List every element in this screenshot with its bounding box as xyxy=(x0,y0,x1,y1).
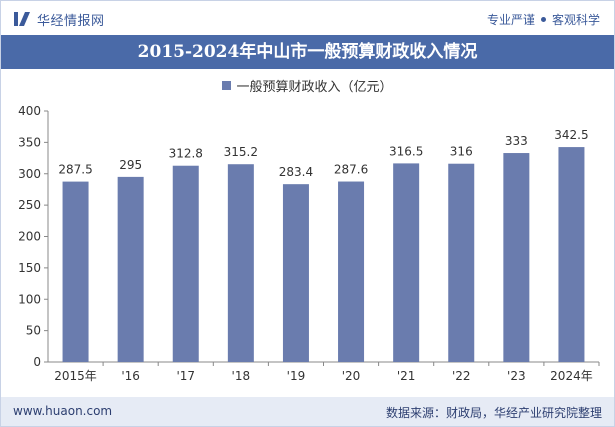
brand[interactable]: 华经情报网 xyxy=(13,10,105,29)
tagline: 专业严谨 客观科学 xyxy=(487,11,600,28)
y-tick-label: 400 xyxy=(18,104,41,118)
legend: 一般预算财政收入（亿元） xyxy=(1,76,614,95)
y-tick-label: 250 xyxy=(18,198,41,212)
x-tick-label: '22 xyxy=(452,369,471,383)
x-tick-label: '20 xyxy=(342,369,361,383)
footer: www.huaon.com 数据来源：财政局，华经产业研究院整理 xyxy=(1,397,614,426)
bar-chart: 0 50 100 150 200 250 300 350 400 2015年 '16 '17 '18 '1… xyxy=(18,104,600,383)
tagline-right: 客观科学 xyxy=(551,13,600,27)
top-bar: 华经情报网 专业严谨 客观科学 xyxy=(1,1,614,35)
y-tick-label: 0 xyxy=(33,355,41,369)
bar-value-label: 316 xyxy=(450,145,473,159)
x-tick-label: '21 xyxy=(397,369,416,383)
x-tick-label: 2024年 xyxy=(550,369,593,383)
x-tick-label: '17 xyxy=(176,369,195,383)
chart-title: 2015-2024年中山市一般预算财政收入情况 xyxy=(137,42,478,62)
bar-value-label: 283.4 xyxy=(279,165,313,179)
y-tick-label: 350 xyxy=(18,135,41,149)
bar xyxy=(503,153,530,362)
tagline-dot-icon xyxy=(540,17,546,22)
footer-source: 数据来源：财政局，华经产业研究院整理 xyxy=(385,406,602,420)
tagline-left: 专业严谨 xyxy=(486,13,535,27)
bar-value-label: 312.8 xyxy=(169,147,203,161)
legend-label: 一般预算财政收入（亿元） xyxy=(236,80,393,95)
x-tick-label: 2015年 xyxy=(54,369,97,383)
bar xyxy=(62,181,89,362)
bar xyxy=(117,176,144,362)
bar xyxy=(338,181,365,362)
y-tick-label: 200 xyxy=(18,230,41,244)
bar xyxy=(172,165,199,362)
bar-value-label: 333 xyxy=(505,134,528,148)
brand-name: 华经情报网 xyxy=(37,13,105,29)
bar-value-label: 287.5 xyxy=(58,163,92,177)
bar-value-label: 287.6 xyxy=(334,163,368,177)
x-tick-label: '19 xyxy=(287,369,306,383)
y-tick-label: 300 xyxy=(18,167,41,181)
bar-value-label: 315.2 xyxy=(224,145,258,159)
footer-website[interactable]: www.huaon.com xyxy=(13,404,113,418)
y-tick-label: 100 xyxy=(18,292,41,306)
y-tick-label: 50 xyxy=(26,324,41,338)
bar xyxy=(227,164,254,362)
bar xyxy=(448,163,475,362)
brand-logo-icon xyxy=(14,12,30,26)
bar-value-label: 295 xyxy=(119,158,142,172)
bar xyxy=(558,147,585,362)
bar-value-label: 342.5 xyxy=(554,128,588,142)
x-tick-label: '16 xyxy=(121,369,140,383)
bar-value-label: 316.5 xyxy=(389,144,423,158)
title-bar: 2015-2024年中山市一般预算财政收入情况 xyxy=(1,35,614,69)
x-tick-label: '23 xyxy=(507,369,526,383)
x-tick-label: '18 xyxy=(232,369,251,383)
bar xyxy=(393,163,420,362)
bar xyxy=(282,184,309,362)
legend-swatch xyxy=(222,81,232,90)
y-tick-label: 150 xyxy=(18,261,41,275)
